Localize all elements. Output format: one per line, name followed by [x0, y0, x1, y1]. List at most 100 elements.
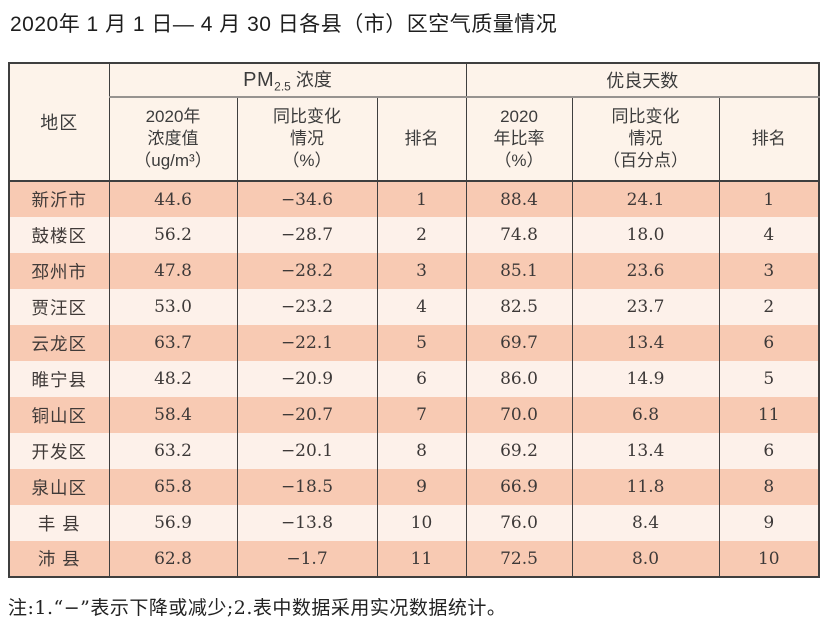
region-cell: 云龙区 — [8, 325, 110, 361]
pm-rank-cell: 5 — [376, 325, 467, 361]
good-rate-cell: 76.0 — [465, 505, 573, 541]
pm-change-cell: −18.5 — [236, 469, 378, 505]
pm-rank-cell: 3 — [376, 253, 467, 289]
good-change-cell: 13.4 — [571, 433, 720, 469]
pm-rank-cell: 11 — [376, 541, 467, 577]
pm-change-cell: −1.7 — [236, 541, 378, 577]
pm-value-cell: 44.6 — [108, 181, 238, 217]
good-change-cell: 13.4 — [571, 325, 720, 361]
column-group-good-days: 优良天数 — [465, 63, 820, 98]
good-rate-cell: 85.1 — [465, 253, 573, 289]
table-row: 邳州市 47.8 −28.2 3 85.1 23.6 3 — [8, 253, 820, 289]
pm25-prefix: PM — [243, 69, 275, 92]
column-header-pm-change: 同比变化 情况 （%） — [236, 97, 378, 182]
good-change-cell: 18.0 — [571, 217, 720, 253]
region-cell: 贾汪区 — [8, 289, 110, 325]
good-rate-cell: 82.5 — [465, 289, 573, 325]
pm-change-cell: −34.6 — [236, 181, 378, 217]
page-title: 2020年 1 月 1 日— 4 月 30 日各县（市）区空气质量情况 — [10, 13, 558, 36]
column-header-good-rate: 2020 年比率 （%） — [465, 97, 573, 182]
table-row: 开发区 63.2 −20.1 8 69.2 13.4 6 — [8, 433, 820, 469]
region-cell: 睢宁县 — [8, 361, 110, 397]
pm-rank-cell: 8 — [376, 433, 467, 469]
header-group-row: 地区 PM2.5 浓度 优良天数 — [8, 63, 820, 182]
region-cell: 开发区 — [8, 433, 110, 469]
good-rank-cell: 9 — [718, 505, 820, 541]
pm-value-cell: 56.2 — [108, 217, 238, 253]
pm25-subscript: 2.5 — [274, 79, 291, 94]
good-rate-cell: 74.8 — [465, 217, 573, 253]
good-rank-cell: 1 — [718, 181, 820, 217]
pm-rank-cell: 2 — [376, 217, 467, 253]
region-cell: 邳州市 — [8, 253, 110, 289]
pm-value-cell: 58.4 — [108, 397, 238, 433]
header-sub-row: 2020年 浓度值 （ug/m³） 同比变化 情况 （%） 排名 2020 年比… — [9, 97, 820, 182]
good-rank-cell: 11 — [718, 397, 820, 433]
table-row: 云龙区 63.7 −22.1 5 69.7 13.4 6 — [8, 325, 820, 361]
pm-value-cell: 53.0 — [108, 289, 238, 325]
region-cell: 沛 县 — [8, 541, 110, 577]
region-cell: 丰 县 — [8, 505, 110, 541]
pm-change-cell: −22.1 — [236, 325, 378, 361]
good-change-cell: 23.6 — [571, 253, 720, 289]
good-rank-cell: 10 — [718, 541, 820, 577]
column-header-pm-rank: 排名 — [376, 97, 467, 182]
region-cell: 泉山区 — [8, 469, 110, 505]
pm25-suffix: 浓度 — [290, 70, 332, 91]
pm-value-cell: 47.8 — [108, 253, 238, 289]
good-rate-cell: 72.5 — [465, 541, 573, 577]
good-rank-cell: 6 — [718, 325, 820, 361]
pm-rank-cell: 6 — [376, 361, 467, 397]
pm-change-cell: −20.7 — [236, 397, 378, 433]
column-header-pm-value: 2020年 浓度值 （ug/m³） — [108, 97, 238, 182]
pm-value-cell: 65.8 — [108, 469, 238, 505]
column-group-pm25: PM2.5 浓度 — [108, 63, 467, 98]
good-rate-cell: 66.9 — [465, 469, 573, 505]
good-change-cell: 23.7 — [571, 289, 720, 325]
pm-rank-cell: 9 — [376, 469, 467, 505]
table-row: 泉山区 65.8 −18.5 9 66.9 11.8 8 — [8, 469, 820, 505]
footnote: 注:1.“−”表示下降或减少;2.表中数据采用实况数据统计。 — [8, 597, 507, 619]
good-rate-cell: 70.0 — [465, 397, 573, 433]
pm-rank-cell: 1 — [376, 181, 467, 217]
region-cell: 鼓楼区 — [8, 217, 110, 253]
good-rank-cell: 8 — [718, 469, 820, 505]
column-header-good-rank: 排名 — [718, 97, 820, 182]
good-change-cell: 24.1 — [571, 181, 720, 217]
column-header-good-change: 同比变化 情况 （百分点） — [571, 97, 720, 182]
good-rank-cell: 5 — [718, 361, 820, 397]
good-change-cell: 8.0 — [571, 541, 720, 577]
pm-change-cell: −23.2 — [236, 289, 378, 325]
region-cell: 铜山区 — [8, 397, 110, 433]
table-row: 沛 县 62.8 −1.7 11 72.5 8.0 10 — [8, 541, 820, 577]
pm-value-cell: 62.8 — [108, 541, 238, 577]
pm-value-cell: 63.2 — [108, 433, 238, 469]
good-rank-cell: 3 — [718, 253, 820, 289]
good-change-cell: 11.8 — [571, 469, 720, 505]
good-rate-cell: 69.2 — [465, 433, 573, 469]
column-header-region: 地区 — [8, 63, 110, 182]
pm-rank-cell: 7 — [376, 397, 467, 433]
pm-rank-cell: 10 — [376, 505, 467, 541]
table-row: 鼓楼区 56.2 −28.7 2 74.8 18.0 4 — [8, 217, 820, 253]
table-row: 铜山区 58.4 −20.7 7 70.0 6.8 11 — [8, 397, 820, 433]
pm-change-cell: −28.2 — [236, 253, 378, 289]
pm-change-cell: −20.1 — [236, 433, 378, 469]
air-quality-table: 地区 PM2.5 浓度 优良天数 2020年 浓度值 （ug/m³） 同比变化 … — [8, 62, 821, 578]
table-row: 贾汪区 53.0 −23.2 4 82.5 23.7 2 — [8, 289, 820, 325]
good-change-cell: 8.4 — [571, 505, 720, 541]
good-change-cell: 6.8 — [571, 397, 720, 433]
table-row: 新沂市 44.6 −34.6 1 88.4 24.1 1 — [8, 181, 820, 217]
good-rank-cell: 4 — [718, 217, 820, 253]
pm-rank-cell: 4 — [376, 289, 467, 325]
good-rank-cell: 2 — [718, 289, 820, 325]
pm-change-cell: −20.9 — [236, 361, 378, 397]
good-rate-cell: 88.4 — [465, 181, 573, 217]
pm-value-cell: 63.7 — [108, 325, 238, 361]
good-rate-cell: 69.7 — [465, 325, 573, 361]
good-change-cell: 14.9 — [571, 361, 720, 397]
pm-value-cell: 56.9 — [108, 505, 238, 541]
good-rank-cell: 6 — [718, 433, 820, 469]
pm-change-cell: −28.7 — [236, 217, 378, 253]
